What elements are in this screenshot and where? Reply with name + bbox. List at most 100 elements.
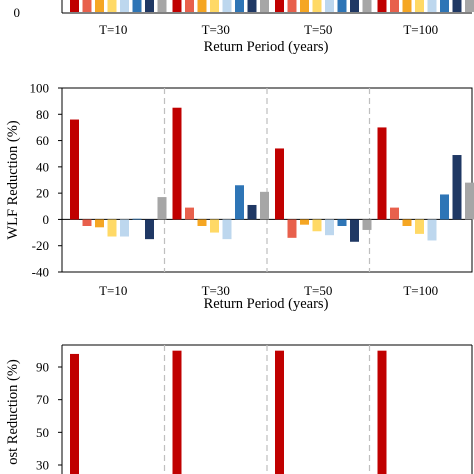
y-tick-label: 50 (36, 425, 49, 440)
wlf-bar (70, 119, 79, 220)
wlf-bar (210, 219, 219, 233)
bottom-panel-y-axis-label: ost Reduction (%) (5, 359, 21, 465)
bottom-panel-y-ticks: 30 50 70 90 (36, 360, 62, 473)
wlf-bar (377, 127, 387, 220)
cost-bar (377, 350, 387, 474)
y-tick-label: 70 (36, 392, 49, 407)
top-bar-stub (377, 0, 387, 12)
top-bar-stub (107, 0, 117, 12)
cost-bar (172, 350, 182, 474)
wlf-bar (260, 191, 269, 220)
wlf-bar (350, 219, 359, 242)
top-category-label: T=50 (304, 22, 332, 37)
top-bar-stub (260, 0, 269, 12)
top-bar-stub (312, 0, 322, 12)
cost-bar (70, 353, 79, 474)
middle-category-label: T=50 (304, 283, 332, 298)
wlf-bar (95, 219, 104, 228)
top-bar-stub (132, 0, 142, 12)
y-tick-label: 80 (36, 107, 49, 122)
y-tick-label: 20 (36, 186, 49, 201)
top-bar-stub (185, 0, 194, 12)
middle-panel: -40 -20 0 20 40 60 80 100 T=10 T=30 T=50 T=100 Ret… (5, 81, 474, 312)
top-bar-stub (222, 0, 232, 12)
top-bar-stub (197, 0, 207, 12)
top-bar-stub (362, 0, 372, 12)
middle-panel-bars (70, 107, 474, 242)
wlf-bar (145, 219, 154, 240)
wlf-bar (197, 219, 207, 226)
top-bar-stub (350, 0, 359, 12)
wlf-bar (275, 148, 284, 220)
top-bar-stub (402, 0, 412, 12)
bottom-panel-category-separators (163, 345, 371, 474)
top-bar-stub (172, 0, 182, 12)
top-bar-stub (337, 0, 347, 12)
y-tick-label: -20 (32, 238, 49, 253)
bottom-panel: 30 50 70 90 ost Reduction (%) (5, 344, 473, 474)
middle-category-label: T=100 (403, 283, 438, 298)
wlf-bar (312, 219, 322, 232)
wlf-bar (440, 194, 449, 220)
top-bar-stub (70, 0, 79, 12)
top-bar-stub (157, 0, 167, 12)
top-panel-bar-stubs (70, 0, 474, 12)
top-bar-stub (287, 0, 297, 12)
middle-panel-category-separators (163, 88, 371, 272)
wlf-bar (427, 219, 437, 241)
top-bar-stub (95, 0, 104, 12)
top-category-label: T=100 (403, 22, 438, 37)
top-bar-stub (210, 0, 219, 12)
cost-bar (275, 350, 284, 474)
top-category-label: T=30 (202, 22, 230, 37)
top-bar-stub (300, 0, 309, 12)
y-tick-label: -40 (32, 265, 49, 280)
wlf-bar (185, 207, 194, 220)
wlf-bar (247, 204, 257, 220)
y-tick-label: 40 (36, 159, 49, 174)
top-bar-stub (390, 0, 399, 12)
top-panel: 0 T=10 T=30 T=50 T=100 Return Period (years… (14, 0, 474, 55)
middle-category-label: T=10 (99, 283, 127, 298)
wlf-bar (337, 219, 347, 226)
wlf-bar (235, 185, 244, 220)
wlf-bar (300, 219, 309, 225)
top-bar-stub (440, 0, 449, 12)
top-bar-stub (235, 0, 244, 12)
wlf-bar (157, 197, 167, 220)
wlf-bar (222, 219, 232, 240)
wlf-bar (120, 219, 129, 237)
top-bar-stub (452, 0, 462, 12)
top-panel-category-labels: T=10 T=30 T=50 T=100 (99, 22, 438, 37)
wlf-bar (390, 207, 399, 220)
top-bar-stub (145, 0, 154, 12)
top-bar-stub (415, 0, 424, 12)
y-tick-label: 90 (36, 360, 49, 375)
top-bar-stub (465, 0, 474, 12)
wlf-bar (465, 182, 474, 220)
bottom-panel-bars (70, 350, 387, 474)
middle-panel-x-axis-label: Return Period (years) (204, 296, 329, 312)
top-bar-stub (275, 0, 284, 12)
top-panel-ytick-0: 0 (14, 5, 21, 20)
top-bar-stub (325, 0, 334, 12)
wlf-bar (452, 155, 462, 220)
y-tick-label: 0 (43, 212, 50, 227)
middle-panel-y-axis-label: WLF Reduction (%) (5, 120, 21, 239)
y-tick-label: 30 (36, 458, 49, 473)
wlf-bar (107, 219, 117, 237)
top-bar-stub (247, 0, 257, 12)
middle-panel-category-labels: T=10 T=30 T=50 T=100 (99, 283, 438, 298)
top-bar-stub (82, 0, 92, 12)
y-tick-label: 100 (30, 81, 50, 96)
middle-panel-y-ticks: -40 -20 0 20 40 60 80 100 (30, 81, 62, 280)
wlf-bar (172, 107, 182, 220)
top-category-label: T=10 (99, 22, 127, 37)
middle-category-label: T=30 (202, 283, 230, 298)
top-bar-stub (120, 0, 129, 12)
wlf-bar (415, 219, 424, 234)
top-panel-x-axis-label: Return Period (years) (204, 39, 329, 55)
y-tick-label: 60 (36, 133, 49, 148)
wlf-bar (402, 219, 412, 226)
